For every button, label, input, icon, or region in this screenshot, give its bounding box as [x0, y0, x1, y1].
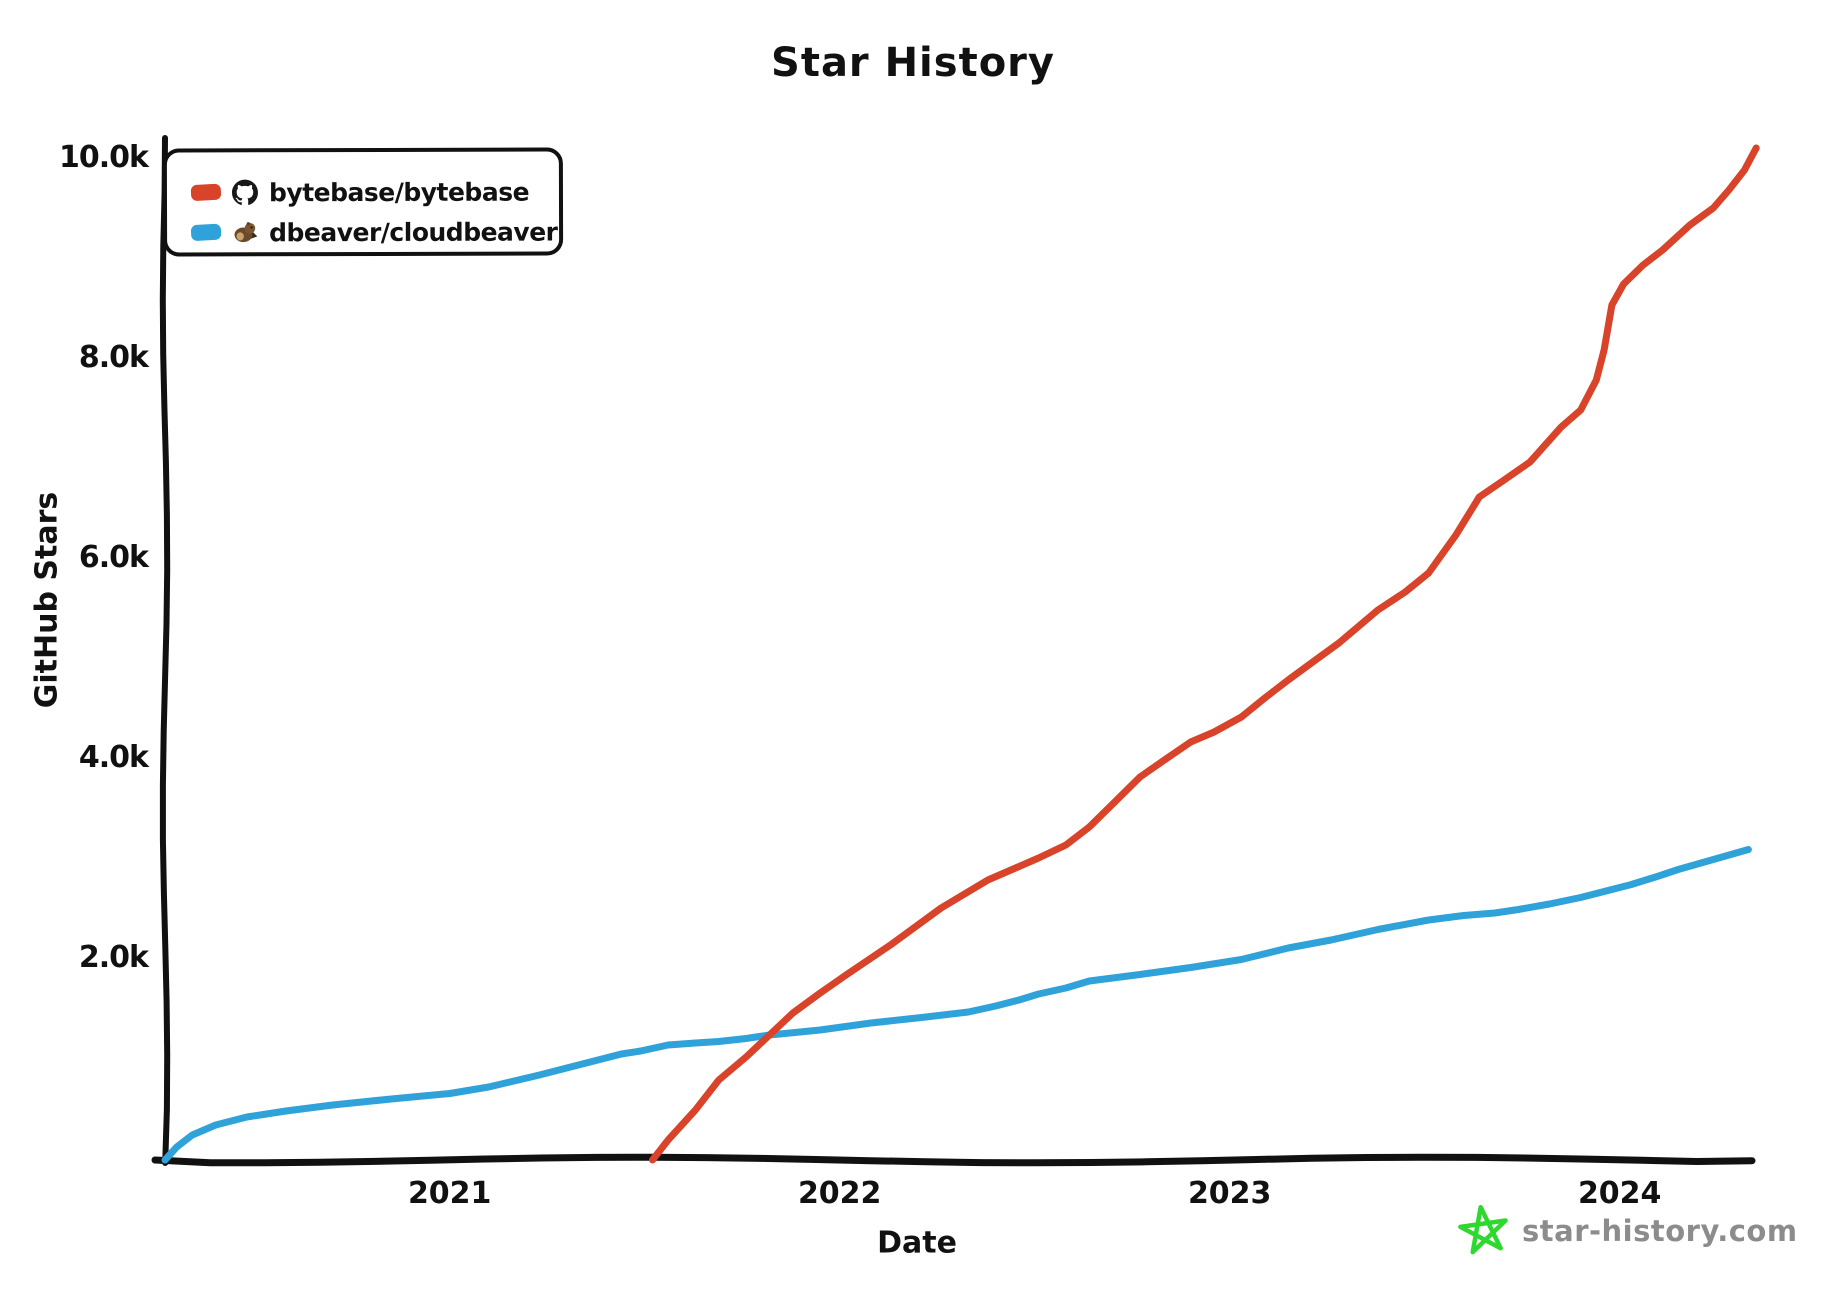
watermark[interactable]: star-history.com [1458, 1204, 1798, 1258]
y-tick-label: 6.0k [78, 540, 149, 575]
y-axis-line [159, 135, 171, 1166]
star-history-logo-star-icon [1458, 1204, 1512, 1258]
x-tick-label: 2021 [407, 1176, 492, 1211]
legend-item: bytebase/bytebase [190, 171, 559, 212]
github-avatar-icon [231, 179, 258, 205]
x-axis-label: Date [877, 1225, 957, 1261]
legend-label: bytebase/bytebase [268, 177, 530, 207]
watermark-link[interactable]: star-history.com [1522, 1214, 1798, 1248]
chart-title: Star History [771, 40, 1055, 86]
x-tick-label: 2024 [1577, 1176, 1662, 1211]
x-tick-label: 2023 [1187, 1176, 1272, 1211]
y-tick-label: 10.0k [59, 140, 149, 175]
y-tick-label: 8.0k [78, 340, 149, 375]
series-line-dbeaver-cloudbeaver [161, 846, 1752, 1164]
legend-color-swatch [190, 223, 222, 242]
legend-item: dbeaver/cloudbeaver [190, 211, 559, 252]
y-tick-label: 4.0k [78, 740, 149, 775]
x-axis-line [151, 1153, 1756, 1167]
x-tick-label: 2022 [797, 1176, 882, 1211]
legend-label: dbeaver/cloudbeaver [269, 216, 558, 247]
beaver-avatar-icon [232, 219, 258, 245]
y-axis-label: GitHub Stars [29, 491, 65, 709]
y-tick-label: 2.0k [78, 940, 149, 975]
series-line-bytebase-bytebase [649, 144, 1760, 1164]
legend-box: bytebase/bytebase dbeaver/cloudbeaver [162, 147, 564, 257]
legend-color-swatch [190, 183, 222, 202]
